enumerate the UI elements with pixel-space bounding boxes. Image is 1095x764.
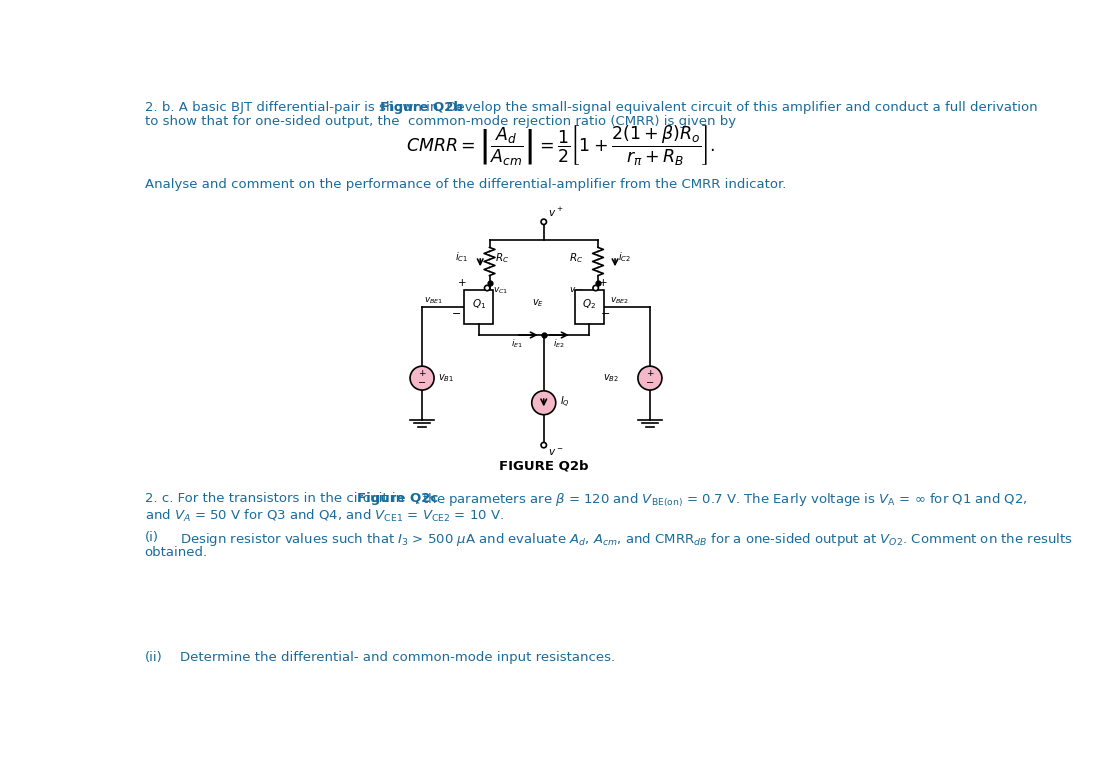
- Text: $-$: $-$: [451, 306, 461, 316]
- Text: $R_C$: $R_C$: [495, 251, 509, 265]
- Text: $I_Q$: $I_Q$: [560, 395, 569, 410]
- Text: +: +: [646, 368, 654, 377]
- Text: Figure Q2b: Figure Q2b: [380, 101, 463, 114]
- Text: (ii): (ii): [145, 651, 162, 664]
- Text: (i): (i): [145, 530, 159, 543]
- FancyBboxPatch shape: [464, 290, 494, 324]
- Circle shape: [541, 442, 546, 448]
- Text: $-$: $-$: [600, 306, 610, 316]
- Text: 2. b. A basic BJT differential-pair is shown in: 2. b. A basic BJT differential-pair is s…: [145, 101, 442, 114]
- Text: +: +: [418, 368, 426, 377]
- Text: $i_{C2}$: $i_{C2}$: [619, 250, 631, 264]
- Text: $v_{C1}$: $v_{C1}$: [493, 286, 508, 296]
- FancyBboxPatch shape: [575, 290, 604, 324]
- Circle shape: [541, 219, 546, 225]
- Circle shape: [638, 366, 662, 390]
- Text: to show that for one-sided output, the  common-mode rejection ratio (CMRR) is gi: to show that for one-sided output, the c…: [145, 115, 736, 128]
- Text: $v^+$: $v^+$: [548, 206, 563, 219]
- Text: $Q_1$: $Q_1$: [472, 297, 486, 311]
- Text: . Develop the small-signal equivalent circuit of this amplifier and conduct a fu: . Develop the small-signal equivalent ci…: [438, 101, 1037, 114]
- Text: obtained.: obtained.: [145, 546, 208, 559]
- Text: −: −: [646, 378, 654, 388]
- Text: , the parameters are $\beta$ = 120 and $V_\mathregular{BE(on)}$ = 0.7 V. The Ear: , the parameters are $\beta$ = 120 and $…: [414, 492, 1027, 510]
- Text: $v_E$: $v_E$: [532, 297, 544, 309]
- Circle shape: [532, 391, 556, 415]
- Text: $v_{C2}$: $v_{C2}$: [568, 286, 584, 296]
- Text: +: +: [458, 278, 466, 288]
- Circle shape: [593, 285, 598, 291]
- Text: $v_{BE1}$: $v_{BE1}$: [424, 296, 442, 306]
- Text: $i_{E1}$: $i_{E1}$: [511, 338, 523, 351]
- Circle shape: [484, 285, 489, 291]
- Text: and $V_A$ = 50 V for Q3 and Q4, and $V_\mathregular{CE1}$ = $V_\mathregular{CE2}: and $V_A$ = 50 V for Q3 and Q4, and $V_\…: [145, 508, 504, 524]
- Text: $v_{B1}$: $v_{B1}$: [438, 372, 454, 384]
- Text: $i_{E2}$: $i_{E2}$: [553, 338, 565, 351]
- Text: Determine the differential- and common-mode input resistances.: Determine the differential- and common-m…: [180, 651, 614, 664]
- Text: Analyse and comment on the performance of the differential-amplifier from the CM: Analyse and comment on the performance o…: [145, 178, 786, 191]
- Text: $R_C$: $R_C$: [569, 251, 584, 265]
- Text: $v_{BE2}$: $v_{BE2}$: [610, 296, 630, 306]
- Text: −: −: [418, 378, 426, 388]
- Text: Design resistor values such that $I_3$ > 500 $\mu$A and evaluate $A_d$, $A_{cm}$: Design resistor values such that $I_3$ >…: [180, 530, 1072, 548]
- Text: FIGURE Q2b: FIGURE Q2b: [499, 459, 588, 472]
- Text: $i_{C1}$: $i_{C1}$: [456, 250, 469, 264]
- Text: Figure Q2c: Figure Q2c: [357, 492, 438, 505]
- Text: $v^-$: $v^-$: [549, 447, 564, 458]
- Text: $Q_2$: $Q_2$: [583, 297, 597, 311]
- Text: $v_{B2}$: $v_{B2}$: [603, 372, 619, 384]
- Text: +: +: [599, 278, 608, 288]
- Text: $\mathit{CMRR} = \left|\dfrac{A_d}{A_{cm}}\right| = \dfrac{1}{2}\left[1 + \dfrac: $\mathit{CMRR} = \left|\dfrac{A_d}{A_{cm…: [406, 123, 715, 167]
- Text: 2. c. For the transistors in the circuit in: 2. c. For the transistors in the circuit…: [145, 492, 408, 505]
- Circle shape: [410, 366, 434, 390]
